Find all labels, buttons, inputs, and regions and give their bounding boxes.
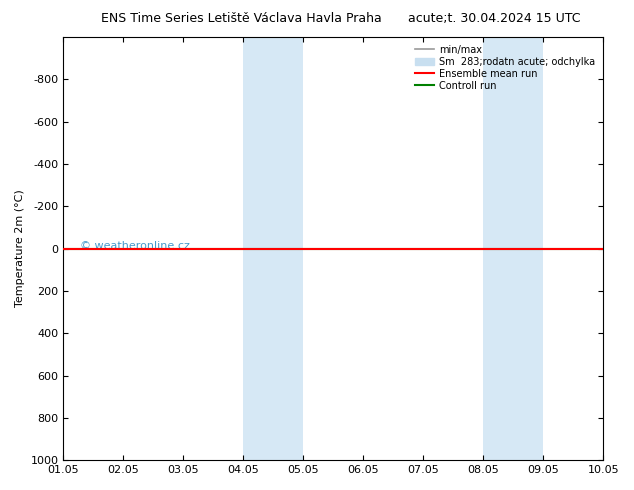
Y-axis label: Temperature 2m (°C): Temperature 2m (°C) bbox=[15, 190, 25, 307]
Legend: min/max, Sm  283;rodatn acute; odchylka, Ensemble mean run, Controll run: min/max, Sm 283;rodatn acute; odchylka, … bbox=[412, 42, 598, 94]
Bar bbox=[273, 37, 303, 460]
Text: acute;t. 30.04.2024 15 UTC: acute;t. 30.04.2024 15 UTC bbox=[408, 12, 581, 25]
Text: © weatheronline.cz: © weatheronline.cz bbox=[80, 242, 190, 251]
Text: ENS Time Series Letiště Václava Havla Praha: ENS Time Series Letiště Václava Havla Pr… bbox=[101, 12, 381, 25]
Bar bbox=[514, 37, 543, 460]
Bar bbox=[483, 37, 514, 460]
Bar bbox=[243, 37, 273, 460]
